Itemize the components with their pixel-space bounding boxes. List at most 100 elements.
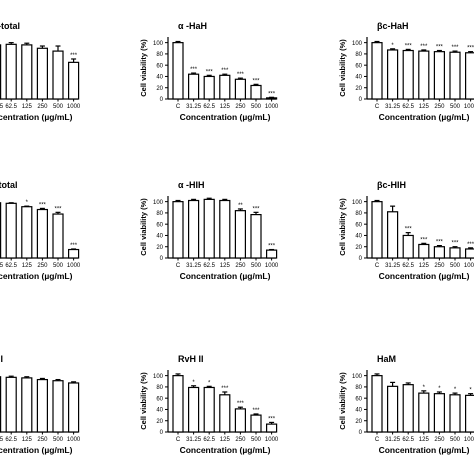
x-tick-label: 500: [450, 437, 461, 443]
significance-label: *: [469, 388, 472, 394]
x-tick-label: C: [375, 263, 380, 269]
y-tick-label: 80: [156, 211, 163, 217]
y-tick-label: 80: [156, 385, 163, 391]
panel-title: βc-HIH: [377, 180, 406, 190]
y-tick-label: 60: [156, 222, 163, 228]
significance-label: ***: [70, 53, 78, 59]
bar: [449, 51, 461, 100]
x-tick-label: 62.5: [402, 263, 414, 269]
y-tick-label: 60: [355, 222, 362, 228]
bar: [36, 47, 49, 100]
significance-label: ***: [420, 237, 428, 243]
significance-label: ***: [206, 69, 214, 75]
bar: [250, 84, 262, 100]
x-tick-label: 125: [419, 263, 430, 269]
y-axis-title: Cell viability (%): [139, 372, 148, 430]
x-tick-label: 62.5: [5, 437, 17, 443]
bar: [172, 201, 184, 259]
x-tick-label: C: [176, 437, 181, 443]
bar: [21, 206, 33, 259]
bar: [203, 75, 215, 100]
bar: [449, 247, 461, 259]
y-tick-label: 60: [355, 63, 362, 69]
y-tick-label: 20: [156, 245, 163, 251]
y-tick-label: 0: [359, 97, 363, 103]
significance-label: ***: [70, 243, 78, 249]
bar: [188, 73, 200, 100]
bar: [418, 50, 430, 100]
y-tick-label: 0: [160, 430, 164, 436]
x-tick-label: 31.25: [186, 437, 202, 443]
bar: [0, 376, 2, 433]
significance-label: **: [238, 203, 243, 209]
x-axis-title: Concentration (µg/mL): [0, 112, 73, 122]
y-axis-title: Cell viability (%): [338, 372, 347, 430]
y-axis-title: Cell viability (%): [338, 198, 347, 256]
significance-label: ***: [237, 72, 245, 78]
significance-label: ***: [221, 68, 229, 74]
bar: [433, 51, 445, 100]
x-tick-label: 125: [22, 263, 33, 269]
bar: [234, 78, 246, 100]
x-tick-label: 62.5: [402, 104, 414, 110]
bar: [465, 52, 474, 100]
bar: [418, 243, 430, 259]
y-tick-label: 0: [359, 430, 363, 436]
y-tick-label: 80: [355, 211, 362, 217]
y-tick-label: 60: [355, 396, 362, 402]
significance-label: ***: [268, 91, 276, 97]
bar: [465, 248, 474, 259]
panel-1: HaH-total020406080100C31.2562.5125250500…: [0, 21, 81, 122]
x-tick-label: 31.25: [385, 263, 401, 269]
bar: [219, 74, 231, 100]
x-tick-label: 31.25: [385, 104, 401, 110]
panel-2: α -HaH 0 20 40 60 80 100 Cell viability (%) C ***…: [139, 21, 279, 122]
bar: [371, 201, 383, 259]
x-tick-label: 62.5: [5, 263, 17, 269]
x-tick-label: 62.5: [203, 437, 215, 443]
bar: [266, 97, 278, 100]
y-tick-label: 60: [156, 396, 163, 402]
x-tick-label: 125: [220, 437, 231, 443]
significance-label: ***: [451, 45, 459, 51]
significance-label: ***: [436, 45, 444, 51]
x-tick-label: 31.25: [186, 263, 202, 269]
bar: [371, 375, 383, 433]
significance-label: ***: [405, 227, 413, 233]
x-tick-label: C: [375, 104, 380, 110]
significance-label: ***: [221, 386, 229, 392]
bar: [418, 392, 430, 433]
bar: [465, 394, 474, 433]
bar: [449, 394, 461, 433]
significance-label: ***: [252, 78, 260, 84]
bar: [188, 386, 200, 433]
panel-7: RvH I020406080100C31.2562.51252505001000…: [0, 354, 81, 455]
significance-label: ***: [420, 44, 428, 50]
significance-label: *: [192, 380, 195, 386]
y-tick-label: 100: [153, 41, 164, 47]
panel-8: RvH II 0 20 40 60 80 100 Cell viability (%) C * 31…: [139, 354, 279, 455]
significance-label: ***: [451, 241, 459, 247]
bar: [67, 61, 80, 100]
y-tick-label: 20: [156, 419, 163, 425]
panel-title: HaH-total: [0, 21, 20, 31]
y-tick-label: 80: [355, 385, 362, 391]
bar: [266, 249, 278, 259]
x-axis-title: Concentration (µg/mL): [379, 271, 470, 281]
x-tick-label: 31.25: [186, 104, 202, 110]
bar: [203, 198, 215, 259]
x-axis-title: Concentration (µg/mL): [180, 271, 271, 281]
x-tick-label: 250: [434, 437, 445, 443]
x-tick-label: 500: [251, 104, 262, 110]
x-tick-label: 250: [37, 104, 48, 110]
bar: [172, 42, 184, 100]
significance-label: ***: [405, 43, 413, 49]
x-tick-label: 250: [235, 104, 246, 110]
bar: [387, 49, 399, 100]
bar: [234, 210, 246, 259]
bar: [387, 385, 399, 433]
bar: [266, 423, 278, 433]
significance-label: *: [391, 43, 394, 49]
y-tick-label: 80: [156, 52, 163, 58]
bar: [433, 393, 445, 433]
